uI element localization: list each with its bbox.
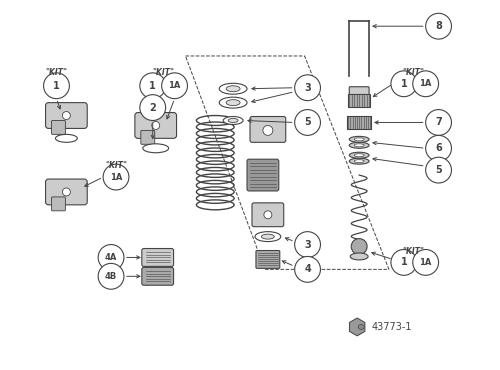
Circle shape	[294, 232, 320, 258]
Ellipse shape	[354, 154, 364, 157]
Circle shape	[162, 73, 188, 99]
FancyBboxPatch shape	[142, 249, 174, 266]
Ellipse shape	[349, 142, 369, 148]
Circle shape	[413, 249, 438, 275]
Text: 4: 4	[304, 264, 311, 275]
Ellipse shape	[262, 234, 274, 239]
Circle shape	[62, 112, 70, 120]
Ellipse shape	[349, 158, 369, 164]
Circle shape	[98, 245, 124, 270]
Text: 43773-1: 43773-1	[371, 322, 412, 332]
Circle shape	[294, 110, 320, 135]
Ellipse shape	[56, 134, 78, 142]
Text: "KIT": "KIT"	[105, 161, 127, 170]
Circle shape	[263, 125, 273, 135]
Circle shape	[426, 13, 452, 39]
FancyBboxPatch shape	[142, 268, 174, 285]
Circle shape	[391, 71, 416, 97]
Text: 5: 5	[304, 117, 311, 128]
Text: 4A: 4A	[105, 253, 117, 262]
Ellipse shape	[228, 118, 238, 122]
Text: 7: 7	[435, 117, 442, 128]
Circle shape	[426, 135, 452, 161]
Text: 3: 3	[304, 239, 311, 249]
Ellipse shape	[143, 144, 169, 153]
Ellipse shape	[255, 232, 281, 242]
Polygon shape	[350, 318, 365, 336]
FancyBboxPatch shape	[52, 121, 66, 134]
FancyBboxPatch shape	[46, 102, 87, 128]
Ellipse shape	[219, 83, 247, 94]
Text: 1: 1	[400, 258, 407, 268]
Ellipse shape	[349, 137, 369, 142]
Circle shape	[426, 110, 452, 135]
Text: 2: 2	[150, 102, 156, 112]
Ellipse shape	[226, 86, 240, 92]
FancyBboxPatch shape	[252, 203, 284, 227]
Ellipse shape	[358, 324, 364, 329]
FancyBboxPatch shape	[348, 94, 370, 107]
Ellipse shape	[226, 100, 240, 105]
FancyBboxPatch shape	[256, 250, 280, 268]
Circle shape	[103, 164, 129, 190]
Text: 1: 1	[150, 81, 156, 91]
Text: "KIT": "KIT"	[46, 68, 68, 77]
Text: 4B: 4B	[105, 272, 117, 281]
Ellipse shape	[219, 97, 247, 108]
FancyBboxPatch shape	[46, 179, 87, 205]
Text: "KIT": "KIT"	[403, 247, 425, 256]
Ellipse shape	[349, 152, 369, 158]
Ellipse shape	[223, 117, 243, 124]
Text: 5: 5	[435, 165, 442, 175]
Text: 3: 3	[304, 83, 311, 93]
Circle shape	[140, 73, 166, 99]
Circle shape	[426, 157, 452, 183]
FancyBboxPatch shape	[250, 117, 286, 142]
Text: 1A: 1A	[420, 258, 432, 267]
Text: "KIT": "KIT"	[152, 68, 174, 77]
Circle shape	[44, 73, 70, 99]
Circle shape	[98, 263, 124, 289]
FancyBboxPatch shape	[52, 197, 66, 211]
Circle shape	[351, 239, 367, 255]
FancyBboxPatch shape	[247, 159, 279, 191]
Text: 6: 6	[435, 143, 442, 153]
Circle shape	[152, 121, 160, 130]
Circle shape	[391, 249, 416, 275]
Text: 1A: 1A	[168, 81, 181, 90]
Text: 1: 1	[53, 81, 60, 91]
FancyBboxPatch shape	[348, 115, 371, 130]
Circle shape	[294, 75, 320, 101]
Ellipse shape	[354, 144, 364, 147]
FancyBboxPatch shape	[141, 130, 154, 144]
Ellipse shape	[350, 253, 368, 260]
Ellipse shape	[354, 160, 364, 163]
Text: "KIT": "KIT"	[403, 68, 425, 77]
Text: 1A: 1A	[110, 172, 122, 182]
FancyBboxPatch shape	[135, 112, 176, 138]
Ellipse shape	[354, 138, 364, 141]
Circle shape	[413, 71, 438, 97]
Circle shape	[140, 95, 166, 121]
Circle shape	[264, 211, 272, 219]
FancyBboxPatch shape	[349, 87, 369, 97]
Text: 1A: 1A	[420, 79, 432, 88]
Text: 1: 1	[400, 79, 407, 89]
Circle shape	[62, 188, 70, 196]
Circle shape	[294, 256, 320, 282]
Text: 8: 8	[435, 21, 442, 31]
